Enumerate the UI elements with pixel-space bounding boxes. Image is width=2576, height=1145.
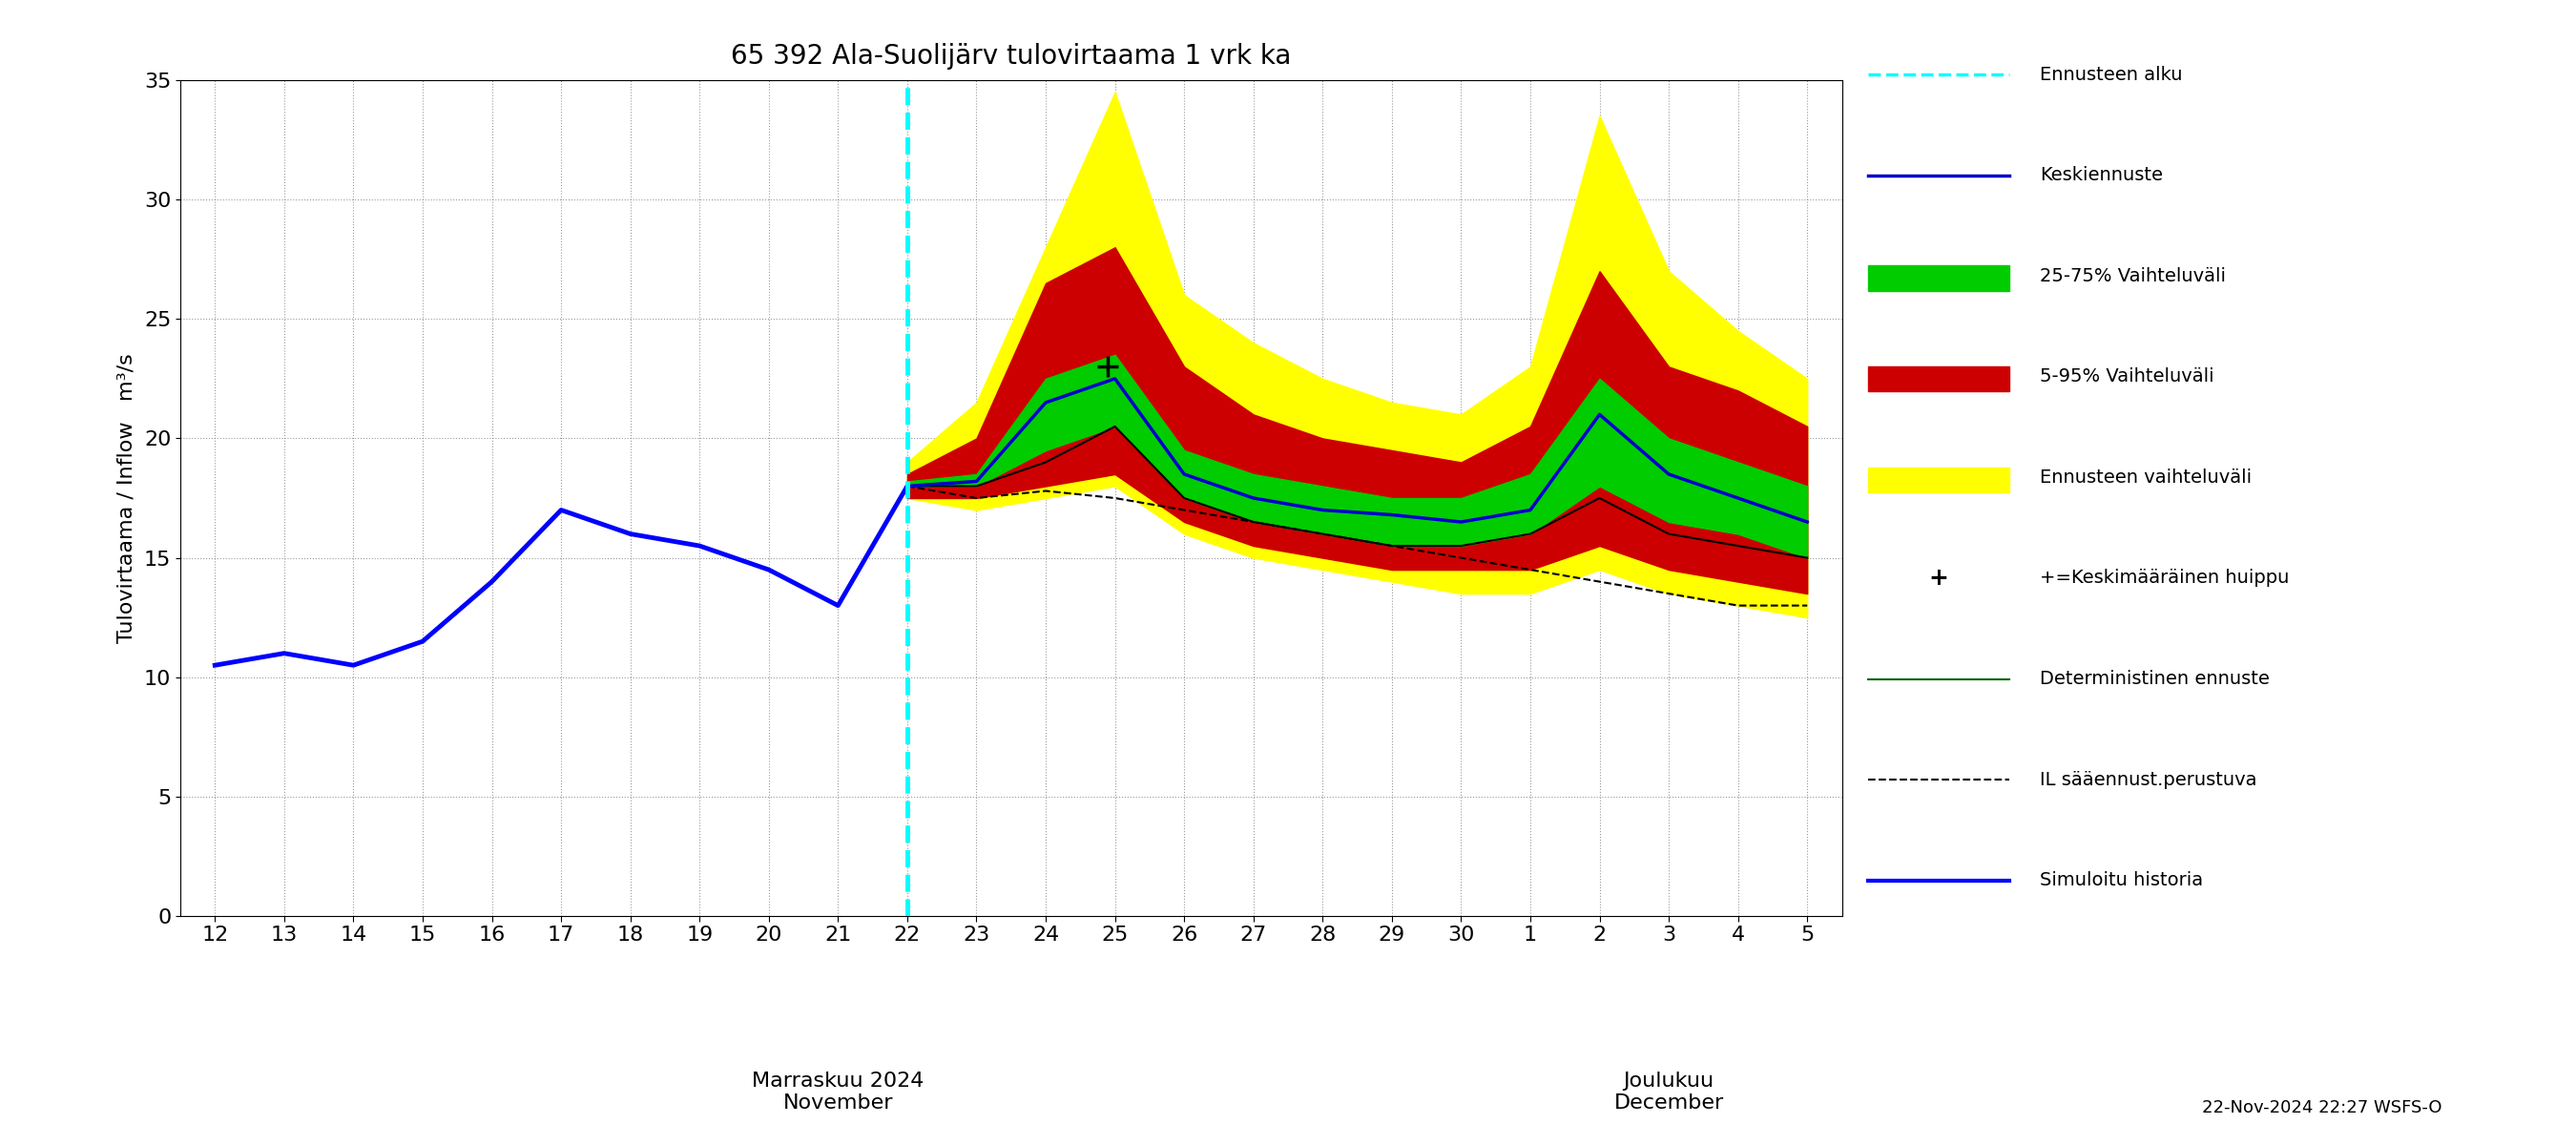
Text: Simuloitu historia: Simuloitu historia [2040,871,2202,890]
Title: 65 392 Ala-Suolijärv tulovirtaama 1 vrk ka: 65 392 Ala-Suolijärv tulovirtaama 1 vrk … [732,44,1291,70]
Text: Ennusteen alku: Ennusteen alku [2040,65,2182,84]
Text: Keskiennuste: Keskiennuste [2040,166,2164,184]
Y-axis label: Tulovirtaama / Inflow   m³/s: Tulovirtaama / Inflow m³/s [116,353,137,643]
Text: 5-95% Vaihteluväli: 5-95% Vaihteluväli [2040,368,2215,386]
Text: 22-Nov-2024 22:27 WSFS-O: 22-Nov-2024 22:27 WSFS-O [2202,1099,2442,1116]
Text: IL sääennust.perustuva: IL sääennust.perustuva [2040,771,2257,789]
Text: Deterministinen ennuste: Deterministinen ennuste [2040,670,2269,688]
Text: Ennusteen vaihteluväli: Ennusteen vaihteluväli [2040,468,2251,487]
Text: Joulukuu
December: Joulukuu December [1613,1072,1723,1113]
Text: +=Keskimääräinen huippu: +=Keskimääräinen huippu [2040,569,2290,587]
Text: 25-75% Vaihteluväli: 25-75% Vaihteluväli [2040,267,2226,285]
Text: Marraskuu 2024
November: Marraskuu 2024 November [752,1072,925,1113]
Text: +: + [1929,567,1947,590]
